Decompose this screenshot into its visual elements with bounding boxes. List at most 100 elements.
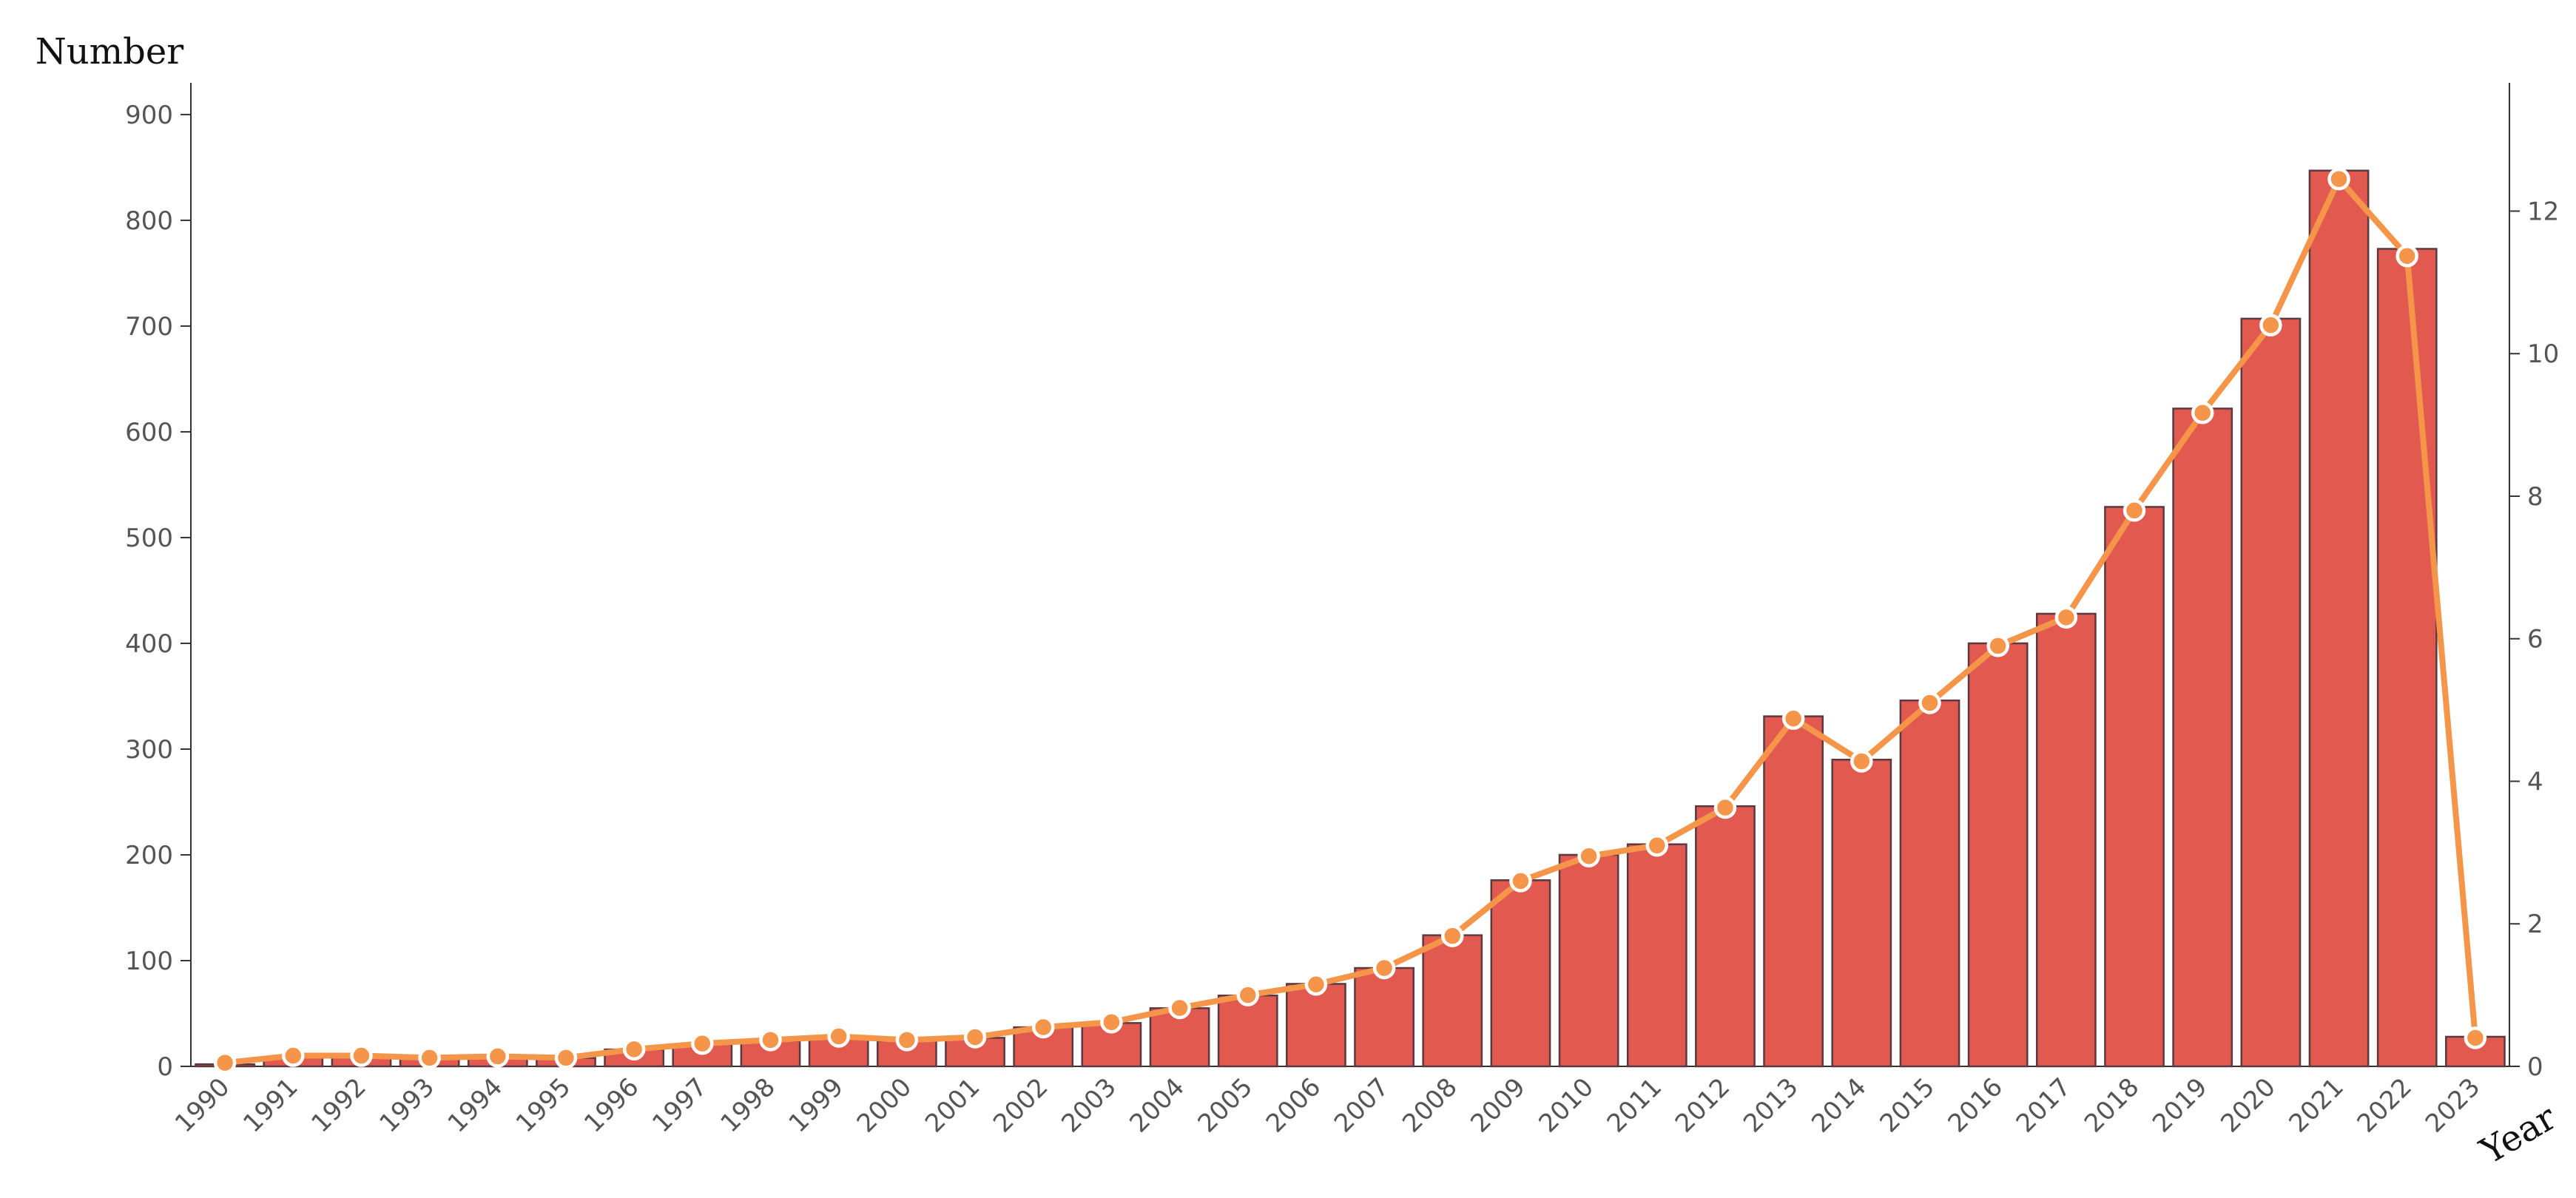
line-point-2018 [2122,499,2146,522]
x-tick-label: 2012 [1670,1072,1736,1138]
x-tick-label: 1993 [374,1072,440,1138]
bar-2009 [1490,879,1551,1068]
x-tick-label: 1996 [579,1072,644,1138]
x-tick-label: 2003 [1056,1072,1122,1138]
line-point-2010 [1577,845,1600,867]
line-point-1990 [213,1051,237,1075]
x-tick-label: 2018 [2079,1072,2145,1138]
line-point-1995 [554,1046,578,1069]
x-tick-label: 2000 [852,1072,917,1138]
y2-tick-label: 4 [2527,767,2543,796]
line-point-1997 [691,1032,714,1055]
y2-tick-label: 6 [2527,625,2543,654]
x-tick-label: 2008 [1397,1072,1463,1138]
line-point-1994 [486,1045,510,1068]
x-tick-label: 1994 [442,1072,508,1138]
x-tick-label: 2010 [1534,1072,1599,1138]
bar-2008 [1422,934,1483,1068]
bar-2006 [1286,983,1346,1068]
line-point-2009 [1509,870,1532,893]
line-point-2012 [1713,796,1737,819]
line-point-1999 [827,1025,850,1048]
line-point-2002 [1031,1015,1055,1039]
bar-2011 [1626,843,1687,1068]
line-point-2017 [2054,606,2078,629]
x-tick-label: 2009 [1465,1072,1531,1138]
line-point-2007 [1372,956,1396,980]
y-tick-label: 300 [125,735,173,765]
x-tick-label: 2001 [920,1072,985,1138]
trend-line [213,167,2487,1075]
line-point-2022 [2395,244,2418,268]
line-point-2015 [1918,691,1941,714]
x-tick-label: 1992 [306,1072,371,1138]
line-point-2019 [2191,401,2214,424]
bar-2014 [1831,759,1892,1068]
x-tick-label: 2020 [2215,1072,2281,1138]
x-tick-label: 1997 [647,1072,712,1138]
line-point-1991 [282,1044,305,1067]
x-tick-label: 2005 [1193,1072,1258,1138]
y-tick-label: 100 [125,947,173,976]
line-series-path [222,176,2478,1066]
x-tick-label: 2013 [1738,1072,1804,1138]
y2-tick-label: 12 [2527,197,2559,226]
bar-2010 [1558,853,1619,1068]
line-point-1992 [350,1044,373,1067]
y-tick-label: 800 [125,206,173,236]
line-point-2008 [1441,924,1464,947]
line-point-2006 [1304,972,1328,996]
y2-tick-label: 0 [2527,1052,2543,1082]
line-point-2003 [1100,1010,1123,1034]
bar-2013 [1763,715,1824,1068]
x-tick-label: 2021 [2283,1072,2349,1138]
x-tick-label: 2017 [2011,1072,2077,1138]
x-tick-label: 2019 [2147,1072,2213,1138]
bars [195,169,2506,1068]
line-point-2000 [895,1029,919,1052]
x-tick-label: 1998 [715,1072,780,1138]
y-tick-label: 500 [125,524,173,553]
bar-2012 [1695,805,1756,1068]
x-tick-label: 2006 [1261,1072,1326,1138]
bar-2018 [2104,506,2165,1068]
x-tick-label: 2016 [1943,1072,2009,1138]
bar-2017 [2035,612,2097,1068]
line-point-2013 [1781,707,1805,730]
x-tick-label: 2007 [1329,1072,1395,1138]
line-point-2023 [2464,1026,2487,1049]
y2-tick-label: 8 [2527,482,2543,512]
bar-2015 [1899,699,1960,1068]
y-tick-label: 700 [125,312,173,342]
bar-2007 [1354,967,1415,1068]
line-point-1998 [759,1029,782,1052]
x-tick-label: 2014 [1806,1072,1872,1138]
x-tick-label: 1999 [783,1072,849,1138]
bar-2001 [945,1037,1005,1068]
x-axis-title: Year [2473,1097,2563,1173]
line-point-2001 [963,1026,987,1049]
y2-tick-label: 10 [2527,339,2559,369]
bar-2016 [1967,642,2029,1068]
x-tick-label: 2022 [2352,1072,2418,1138]
bar-2021 [2308,169,2370,1068]
x-tick-label: 1995 [510,1072,576,1138]
line-point-1996 [622,1038,646,1061]
x-tick-label: 1990 [169,1072,235,1138]
line-point-2021 [2327,167,2350,191]
bar-2022 [2376,248,2438,1068]
x-tick-label: 2011 [1602,1072,1668,1138]
bar-2020 [2240,317,2302,1068]
y-axis-title: Number [36,31,184,72]
line-point-1993 [418,1046,441,1069]
y-tick-label: 400 [125,629,173,659]
y-tick-label: 600 [125,418,173,447]
y-tick-label: 0 [157,1052,173,1082]
x-tick-label: 2015 [1874,1072,1940,1138]
line-point-2020 [2259,314,2282,336]
x-tick-label: 2023 [2420,1072,2486,1138]
y2-tick-label: 2 [2527,910,2543,939]
x-tick-label: 1991 [237,1072,303,1138]
y-tick-label: 900 [125,101,173,130]
